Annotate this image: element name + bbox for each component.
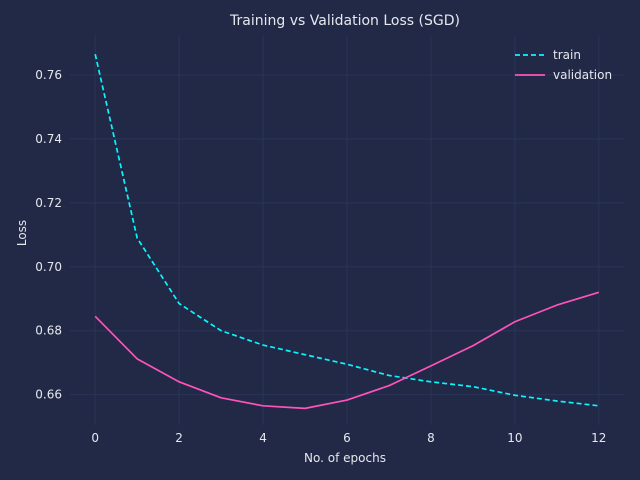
y-tick-label: 0.66: [35, 388, 62, 402]
tick-labels: 0 2 4 6 8 10 12 0.66 0.68 0.70 0.72 0.74 0.76: [35, 68, 606, 445]
validation-loss-line: [94, 291, 600, 410]
y-axis-label: Loss: [15, 220, 29, 246]
chart-title: Training vs Validation Loss (SGD): [229, 13, 460, 29]
y-tick-label: 0.68: [35, 324, 62, 338]
legend-train-label: train: [553, 48, 581, 62]
x-axis-label: No. of epochs: [304, 451, 386, 465]
legend: train validation: [515, 48, 612, 82]
x-tick-label: 2: [175, 431, 183, 445]
x-tick-label: 0: [91, 431, 99, 445]
y-tick-label: 0.70: [35, 260, 62, 274]
x-tick-label: 4: [259, 431, 267, 445]
legend-validation-label: validation: [553, 68, 612, 82]
x-tick-label: 8: [427, 431, 435, 445]
y-tick-label: 0.72: [35, 196, 62, 210]
y-tick-label: 0.74: [35, 132, 62, 146]
x-tick-label: 6: [343, 431, 351, 445]
y-tick-label: 0.76: [35, 68, 62, 82]
plot-series: [94, 53, 600, 410]
train-loss-line: [94, 53, 599, 407]
grid: [70, 35, 624, 425]
x-tick-label: 12: [591, 431, 606, 445]
x-tick-label: 10: [507, 431, 522, 445]
